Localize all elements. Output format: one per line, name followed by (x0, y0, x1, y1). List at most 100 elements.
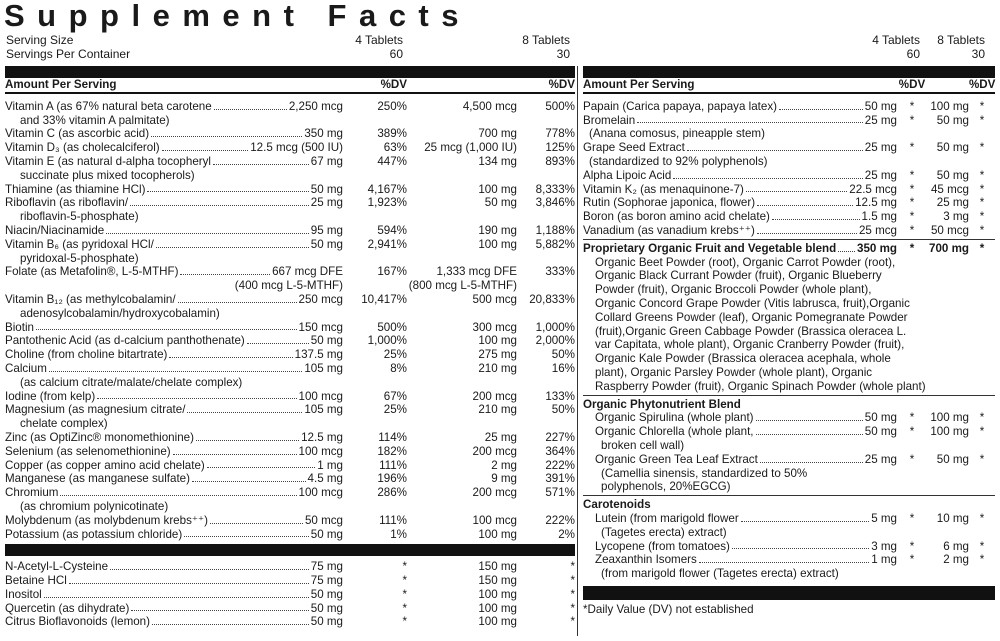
amount: 50 mg (310, 601, 343, 615)
nutrient-row: Potassium (as potassium chloride) 50 mg 1%… (5, 528, 575, 542)
leader (731, 540, 870, 550)
nutrient-name: Magnesium (as magnesium citrate/ (5, 403, 186, 417)
amount: 137.5 mg (294, 348, 343, 362)
leader (187, 403, 303, 414)
nutrient-detail: and 33% vitamin A palmitate) (20, 113, 170, 127)
name-cell: Selenium (as selenomethionine) 100 mcg (5, 445, 343, 459)
nutrient-name: Organic Green Tea Leaf Extract (595, 452, 758, 466)
section-rule (583, 238, 995, 240)
nutrient-name: Papain (Carica papaya, papaya latex) (583, 99, 777, 113)
daily-value: * (909, 452, 915, 466)
nutrient-name: Alpha Lipoic Acid (583, 168, 672, 182)
name-cell: Inositol 50 mg (5, 588, 343, 602)
leader (191, 472, 306, 483)
leader (180, 265, 271, 276)
nutrient-row: Magnesium (as magnesium citrate/105 mg 25… (5, 403, 575, 417)
daily-value: * (979, 511, 985, 525)
amount: 50 mg (936, 452, 969, 466)
nutrient-name: Selenium (as selenomethionine) (5, 444, 171, 458)
amount: 100 mcg (298, 444, 343, 458)
nutrient-name: Niacin/Niacinamide (5, 223, 105, 237)
nutrient-name: Citrus Bioflavonoids (lemon) (5, 615, 150, 629)
header-label: Amount Per Serving (583, 78, 695, 91)
nutrient-name: Copper (as copper amino acid chelate) (5, 458, 205, 472)
amount: 50 mcg (930, 223, 969, 237)
nutrient-row: Citrus Bioflavonoids (lemon) 50 mg * 100 mg… (5, 615, 575, 629)
daily-value: 5,882% (535, 237, 575, 251)
daily-value: * (909, 141, 915, 155)
nutrient-name: Vitamin K₂ (as menaquinone-7) (583, 182, 744, 196)
nutrient-name: Vitamin B₁₂ (as methylcobalamin/ (5, 292, 176, 306)
serving-size-label: Serving Size (6, 33, 74, 47)
daily-value: 2,000% (535, 334, 575, 348)
amount: 250 mcg (298, 292, 343, 306)
leader (779, 100, 863, 110)
nutrient-row: Folate (as Metafolin®, L-5-MTHF) 667 mcg … (5, 265, 575, 279)
amount: 275 mg (478, 348, 517, 362)
daily-value: 222% (545, 513, 575, 527)
daily-value: 20,833% (529, 292, 575, 306)
nutrient-row: Calcium 105 mg 8% 210 mg 16% (5, 362, 575, 376)
nutrient-detail: riboflavin-5-phosphate) (20, 210, 139, 224)
nutrient-name: Manganese (as manganese sulfate) (5, 472, 190, 486)
col-label: 8 Tablets (937, 33, 985, 47)
section-heading: Carotenoids (583, 498, 651, 512)
servings-value: 30 (556, 47, 570, 61)
leader (36, 321, 297, 331)
daily-value: * (909, 425, 915, 439)
leader (131, 602, 309, 612)
daily-value: * (909, 411, 915, 425)
daily-value: * (909, 113, 915, 127)
nutrient-row: Thiamine (as thiamine HCl) 50 mg 4,167% 100… (5, 183, 575, 197)
amount-detail: (400 mcg L-5-MTHF) (234, 279, 343, 293)
amount: 100 mg (478, 615, 517, 629)
servings-value: 60 (906, 47, 920, 61)
leader (169, 348, 293, 358)
daily-value: 111% (379, 458, 407, 472)
daily-value: * (979, 241, 985, 255)
daily-value: 333% (545, 265, 575, 279)
servings-label: Servings Per Container (6, 47, 131, 61)
name-cell: N-Acetyl-L-Cysteine 75 mg (5, 560, 343, 574)
name-cell: Vitamin B₆ (as pyridoxal HCl/50 mg (5, 238, 343, 252)
nutrient-row: Molybdenum (as molybdenum krebs⁺⁺) 50 mcg… (5, 514, 575, 528)
leader (60, 486, 297, 496)
nutrient-name: N-Acetyl-L-Cysteine (5, 560, 109, 574)
nutrient-row: Niacin/Niacinamide 95 mg 594% 190 mg 1,188% (5, 224, 575, 238)
nutrient-name: Boron (as boron amino acid chelate) (583, 210, 770, 224)
nutrient-row: Biotin 150 mcg 500% 300 mcg 1,000% (5, 321, 575, 335)
nutrient-row: Manganese (as manganese sulfate) 4.5 mg 19… (5, 472, 575, 486)
nutrient-name: Riboflavin (as riboflavin/ (5, 196, 129, 210)
daily-value: 2,941% (367, 237, 407, 251)
daily-value: 182% (377, 444, 407, 458)
top-bar (5, 66, 575, 78)
amount: 50 mg (864, 99, 897, 113)
col-label: 4 Tablets (872, 33, 920, 47)
amount: 25 mg (936, 196, 969, 210)
amount: 50 mg (310, 615, 343, 629)
section-bar (5, 544, 575, 557)
amount: 50 mg (936, 113, 969, 127)
name-cell: Manganese (as manganese sulfate) 4.5 mg (5, 472, 343, 486)
amount: 50 mg (310, 182, 343, 196)
amount: 50 mg (936, 168, 969, 182)
table-header: Amount Per Serving %DV %DV (5, 78, 575, 94)
servings-value: 60 (389, 47, 403, 61)
nutrient-row: Vitamin D₃ (as cholecalciferol) 12.5 mcg … (5, 141, 575, 155)
nutrient-name: Proprietary Organic Fruit and Vegetable … (583, 241, 837, 255)
section-rule (583, 394, 995, 396)
name-cell: Vitamin D₃ (as cholecalciferol) 12.5 mcg … (5, 141, 343, 155)
amount: 50 mg (310, 527, 343, 541)
amount: 210 mg (478, 403, 517, 417)
name-cell: Quercetin (as dihydrate) 50 mg (5, 602, 343, 616)
blend-text: Raspberry Powder (fruit), Organic Spinac… (595, 379, 926, 393)
amount: 25 mg (864, 168, 897, 182)
nutrient-row: Selenium (as selenomethionine) 100 mcg 182… (5, 445, 575, 459)
name-cell: Biotin 150 mcg (5, 321, 343, 335)
right-column: Amount Per Serving %DV %DV Papain (Carica p… (583, 66, 995, 617)
amount: 150 mg (478, 560, 517, 574)
daily-value: * (570, 615, 575, 629)
amount: 75 mg (310, 560, 343, 574)
nutrient-row: Pantothenic Acid (as d-calcium panthothe… (5, 334, 575, 348)
daily-value: * (979, 99, 985, 113)
